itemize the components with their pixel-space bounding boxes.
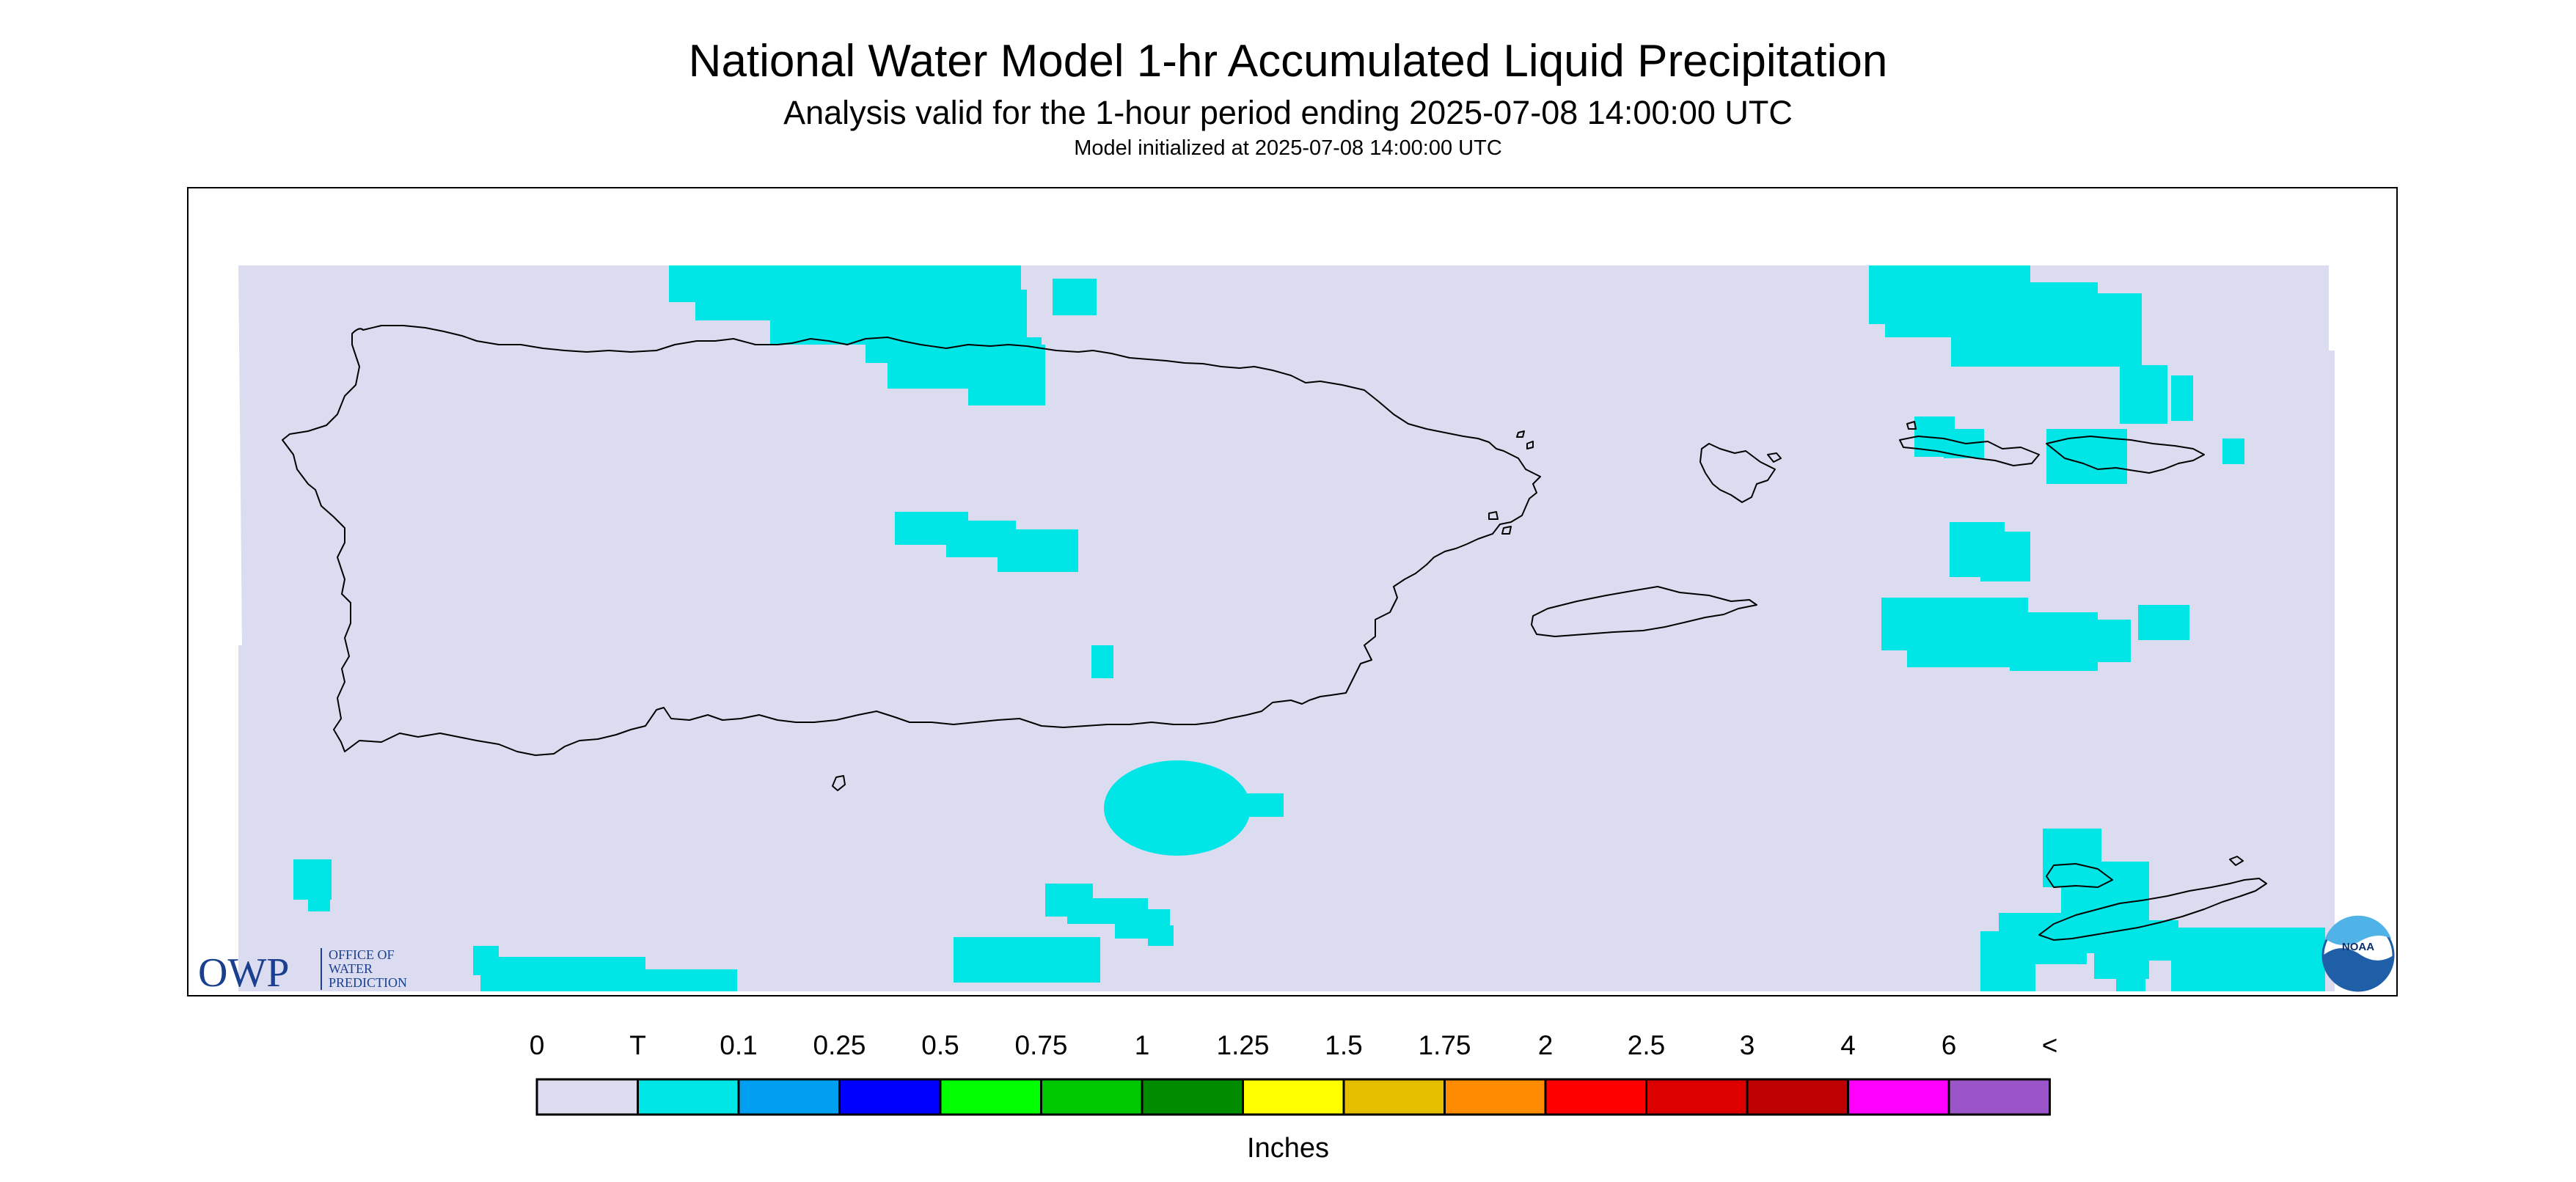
legend-colorbar [535, 1078, 2051, 1116]
legend-swatch [737, 1078, 841, 1116]
model-init-line: Model initialized at 2025-07-08 14:00:00… [1074, 136, 1502, 160]
precipitation-map: OWP OFFICE OF WATER PREDICTION NOAA [187, 187, 2398, 996]
legend-swatch [939, 1078, 1042, 1116]
caja-de-muertos-outline [832, 775, 846, 791]
legend-label: 6 [1941, 1030, 1957, 1060]
legend-swatch [637, 1078, 740, 1116]
legend-swatch [535, 1078, 639, 1116]
coastline-outlines [282, 325, 2267, 941]
cayo-outline [1767, 452, 1782, 463]
buck-island-outline [2229, 856, 2244, 866]
legend-swatch [838, 1078, 942, 1116]
legend-swatch [1947, 1078, 2051, 1116]
legend-swatch [1443, 1078, 1547, 1116]
noaa-logo-text: NOAA [2342, 941, 2374, 953]
legend-swatch [1040, 1078, 1144, 1116]
legend-label: 0.1 [720, 1030, 758, 1060]
owp-logo-letters: OWP [198, 950, 289, 996]
legend-label: 1.25 [1216, 1030, 1270, 1060]
legend-label: 0.5 [921, 1030, 959, 1060]
legend-labels: 0 T 0.1 0.25 0.5 0.75 1 1.25 1.5 1.75 2 2.5 3 4 6 < [0, 1030, 2576, 1074]
small-isles [1488, 421, 1917, 535]
noaa-logo: NOAA [2321, 915, 2395, 992]
legend-label: 1.75 [1418, 1030, 1471, 1060]
legend-swatch [1746, 1078, 1849, 1116]
culebra-outline [1699, 443, 1776, 503]
legend-label: 4 [1840, 1030, 1856, 1060]
legend-label: 0 [529, 1030, 545, 1060]
legend-swatch [1242, 1078, 1345, 1116]
st-croix-outline [2038, 863, 2267, 941]
legend-label: 0.25 [813, 1030, 866, 1060]
legend-swatch [1141, 1078, 1244, 1116]
legend-swatch [1847, 1078, 1950, 1116]
legend-label: 1 [1134, 1030, 1150, 1060]
st-john-outline [2046, 436, 2205, 474]
legend-swatch [1342, 1078, 1446, 1116]
legend-label: 2.5 [1627, 1030, 1666, 1060]
legend-label: < [2041, 1030, 2058, 1060]
legend-label: T [629, 1030, 646, 1060]
owp-logo-line2: WATER [329, 961, 373, 976]
legend-units: Inches [1247, 1133, 1329, 1164]
analysis-domain [238, 265, 2335, 991]
legend-label: 3 [1739, 1030, 1755, 1060]
st-thomas-outline [1899, 436, 2040, 466]
owp-logo-line1: OFFICE OF [329, 947, 395, 962]
legend-swatch [1544, 1078, 1647, 1116]
legend-label: 0.75 [1014, 1030, 1068, 1060]
owp-logo: OWP OFFICE OF WATER PREDICTION [198, 947, 407, 996]
map-subtitle: Analysis valid for the 1-hour period end… [783, 94, 1793, 131]
puerto-rico-outline [282, 325, 1541, 756]
legend-label: 2 [1537, 1030, 1554, 1060]
map-title: National Water Model 1-hr Accumulated Li… [688, 36, 1888, 87]
precip-area-light [293, 265, 2325, 991]
vieques-outline [1531, 586, 1757, 637]
legend-label: 1.5 [1325, 1030, 1363, 1060]
legend-swatch [1645, 1078, 1749, 1116]
owp-logo-line3: PREDICTION [329, 975, 407, 990]
